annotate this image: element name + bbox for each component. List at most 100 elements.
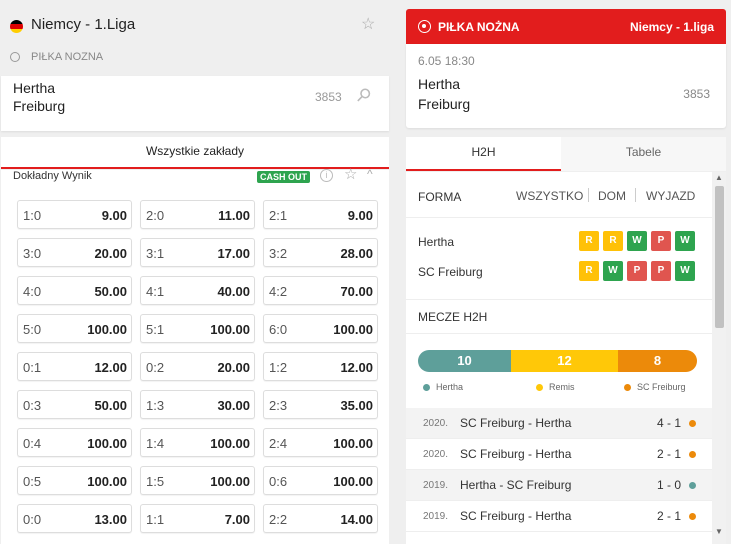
odd-value: 50.00 (94, 398, 127, 413)
odd-value: 28.00 (340, 246, 373, 261)
scrollbar[interactable]: ▲ ▼ (712, 172, 726, 544)
h2h-match-row[interactable]: 2020. SC Freiburg - Hertha 2 - 1 (406, 439, 712, 470)
odd-button[interactable]: 2:1 9.00 (263, 200, 378, 229)
filter-away[interactable]: WYJAZD (646, 189, 696, 203)
odd-button[interactable]: 2:0 11.00 (140, 200, 255, 229)
legend-away-label: SC Freiburg (637, 382, 686, 392)
odd-button[interactable]: 0:6 100.00 (263, 466, 378, 495)
divider (406, 299, 712, 300)
market-title: Dokładny Wynik (13, 170, 92, 182)
odd-button[interactable]: 0:1 12.00 (17, 352, 132, 381)
odd-button[interactable]: 6:0 100.00 (263, 314, 378, 343)
form-badge: P (627, 261, 647, 281)
odd-button[interactable]: 1:5 100.00 (140, 466, 255, 495)
cashout-badge: CASH OUT (257, 171, 310, 183)
odd-button[interactable]: 5:1 100.00 (140, 314, 255, 343)
result-dot (689, 513, 696, 520)
odd-value: 13.00 (94, 512, 127, 527)
filter-divider (635, 188, 636, 202)
odd-value: 100.00 (87, 474, 127, 489)
odd-button[interactable]: 3:1 17.00 (140, 238, 255, 267)
odd-button[interactable]: 4:0 50.00 (17, 276, 132, 305)
odd-button[interactable]: 1:4 100.00 (140, 428, 255, 457)
match-year: 2020. (423, 418, 449, 429)
odd-score: 0:5 (23, 474, 42, 489)
tab-tables[interactable]: Tabele (561, 137, 726, 171)
stats-tabs: H2H Tabele (406, 137, 726, 171)
match-card[interactable]: Hertha Freiburg 3853 ⚲ (1, 76, 389, 131)
odd-score: 2:2 (269, 512, 288, 527)
match-teams: SC Freiburg - Hertha (460, 447, 572, 461)
away-team: Freiburg (13, 98, 66, 114)
odd-button[interactable]: 0:0 13.00 (17, 504, 132, 533)
stats-panel: PIŁKA NOŻNA Niemcy - 1.liga 6.05 18:30 H… (406, 0, 726, 544)
odd-value: 12.00 (340, 360, 373, 375)
odd-score: 3:1 (146, 246, 165, 261)
odd-button[interactable]: 1:3 30.00 (140, 390, 255, 419)
odd-button[interactable]: 1:1 7.00 (140, 504, 255, 533)
form-badge: W (675, 231, 695, 251)
legend-draw: Remis (536, 382, 575, 392)
odd-button[interactable]: 5:0 100.00 (17, 314, 132, 343)
germany-flag-icon (10, 20, 23, 33)
filter-home[interactable]: DOM (598, 189, 626, 203)
form-badge: R (579, 231, 599, 251)
odd-score: 5:1 (146, 322, 165, 337)
odd-value: 11.00 (218, 208, 250, 223)
odd-button[interactable]: 0:2 20.00 (140, 352, 255, 381)
odd-button[interactable]: 4:1 40.00 (140, 276, 255, 305)
result-dot (689, 482, 696, 489)
odd-button[interactable]: 1:0 9.00 (17, 200, 132, 229)
info-icon[interactable]: i (320, 169, 333, 182)
league-name[interactable]: Niemcy - 1.Liga (31, 16, 136, 33)
stats-header: PIŁKA NOŻNA Niemcy - 1.liga (406, 9, 726, 44)
collapse-chevron-up-icon[interactable]: ^ (367, 167, 373, 181)
h2h-match-row[interactable]: 2020. SC Freiburg - Hertha 4 - 1 (406, 408, 712, 439)
stats-league: Niemcy - 1.liga (629, 20, 714, 34)
market-favorite-star-icon[interactable]: ☆ (344, 166, 358, 183)
odd-score: 3:2 (269, 246, 288, 261)
tab-h2h[interactable]: H2H (406, 137, 561, 171)
all-bets-tab[interactable]: Wszystkie zakłady (1, 137, 389, 169)
away-team: Freiburg (418, 96, 471, 112)
odd-button[interactable]: 1:2 12.00 (263, 352, 378, 381)
odd-score: 0:2 (146, 360, 165, 375)
match-score: 4 - 1 (657, 416, 682, 430)
odd-value: 100.00 (210, 474, 250, 489)
odd-score: 1:5 (146, 474, 165, 489)
odd-button[interactable]: 0:3 50.00 (17, 390, 132, 419)
scrollbar-thumb[interactable] (715, 186, 724, 328)
odd-button[interactable]: 3:2 28.00 (263, 238, 378, 267)
favorite-star-icon[interactable]: ☆ (361, 16, 376, 33)
scroll-up-icon[interactable]: ▲ (715, 173, 723, 182)
match-teams: SC Freiburg - Hertha (460, 416, 572, 430)
home-team: Hertha (13, 80, 56, 96)
odd-button[interactable]: 2:4 100.00 (263, 428, 378, 457)
h2h-summary-bar: 10 12 8 (418, 350, 697, 372)
filter-all[interactable]: WSZYSTKO (516, 189, 584, 203)
scroll-down-icon[interactable]: ▼ (715, 527, 723, 536)
odd-button[interactable]: 0:4 100.00 (17, 428, 132, 457)
odd-score: 4:1 (146, 284, 165, 299)
odd-score: 3:0 (23, 246, 42, 261)
odd-button[interactable]: 4:2 70.00 (263, 276, 378, 305)
odd-score: 0:6 (269, 474, 288, 489)
form-team-name: Hertha (418, 235, 455, 249)
odd-button[interactable]: 2:3 35.00 (263, 390, 378, 419)
form-badge: W (675, 261, 695, 281)
form-badge: W (627, 231, 647, 251)
match-year: 2019. (423, 480, 449, 491)
odd-button[interactable]: 2:2 14.00 (263, 504, 378, 533)
legend-away: SC Freiburg (624, 382, 686, 392)
h2h-match-row[interactable]: 2019. SC Freiburg - Hertha 2 - 1 (406, 501, 712, 532)
odd-button[interactable]: 0:5 100.00 (17, 466, 132, 495)
match-score: 2 - 1 (657, 447, 682, 461)
stats-match-card: 6.05 18:30 Hertha Freiburg 3853 (406, 44, 726, 128)
odd-button[interactable]: 3:0 20.00 (17, 238, 132, 267)
odd-score: 2:3 (269, 398, 288, 413)
pin-icon[interactable]: ⚲ (351, 83, 376, 107)
odd-value: 35.00 (340, 398, 373, 413)
odd-value: 50.00 (94, 284, 127, 299)
h2h-match-row[interactable]: 2019. Hertha - SC Freiburg 1 - 0 (406, 470, 712, 501)
result-dot (689, 420, 696, 427)
